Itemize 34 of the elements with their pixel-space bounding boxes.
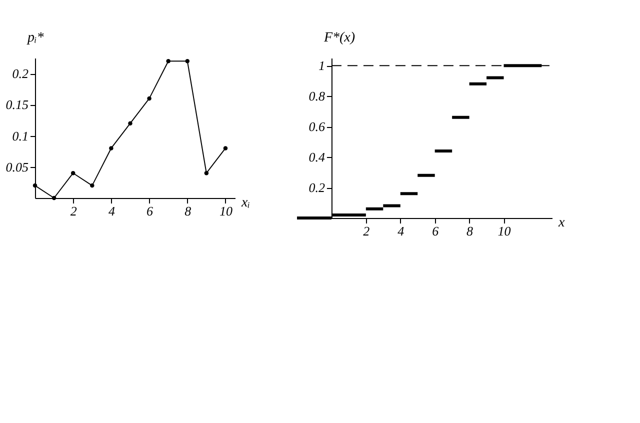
y-tick-label: 0.6 [308, 119, 326, 134]
x-tick-label: 4 [398, 224, 405, 238]
point [204, 170, 209, 176]
point [223, 146, 228, 150]
x-tick-label: 6 [146, 204, 154, 218]
y-axis-title: F*(x) [322, 30, 356, 46]
y-tick-label: 0.15 [6, 97, 29, 112]
point [70, 170, 76, 176]
y-tick-label: 0.05 [6, 159, 29, 174]
x-tick-label: 4 [108, 204, 116, 218]
x-tick-label: 8 [466, 224, 474, 238]
point [185, 58, 190, 64]
point [52, 196, 56, 200]
y-tick-label: 0.8 [308, 88, 326, 104]
x-axis-title: x [558, 216, 566, 230]
x-tick-label: 8 [184, 204, 192, 218]
x-tick-label: 10 [219, 204, 233, 218]
point [90, 183, 94, 188]
y-tick-label: 0.2 [308, 180, 326, 196]
y-tick-label: 0.2 [12, 66, 29, 82]
x-tick-label: 2 [363, 224, 370, 238]
x-tick-label: 2 [70, 204, 78, 218]
point [128, 121, 132, 126]
y-tick-label: 0.1 [12, 128, 28, 144]
y-tick-label: 1 [318, 58, 325, 74]
y-axis-title: pᵢ* [26, 30, 44, 46]
point [109, 146, 114, 150]
x-axis-title: xᵢ [240, 196, 250, 210]
x-tick-label: 6 [432, 224, 440, 238]
point [32, 183, 38, 188]
y-tick-label: 0.4 [308, 150, 326, 165]
point [166, 58, 170, 64]
point [147, 96, 152, 101]
x-tick-label: 10 [498, 224, 512, 238]
